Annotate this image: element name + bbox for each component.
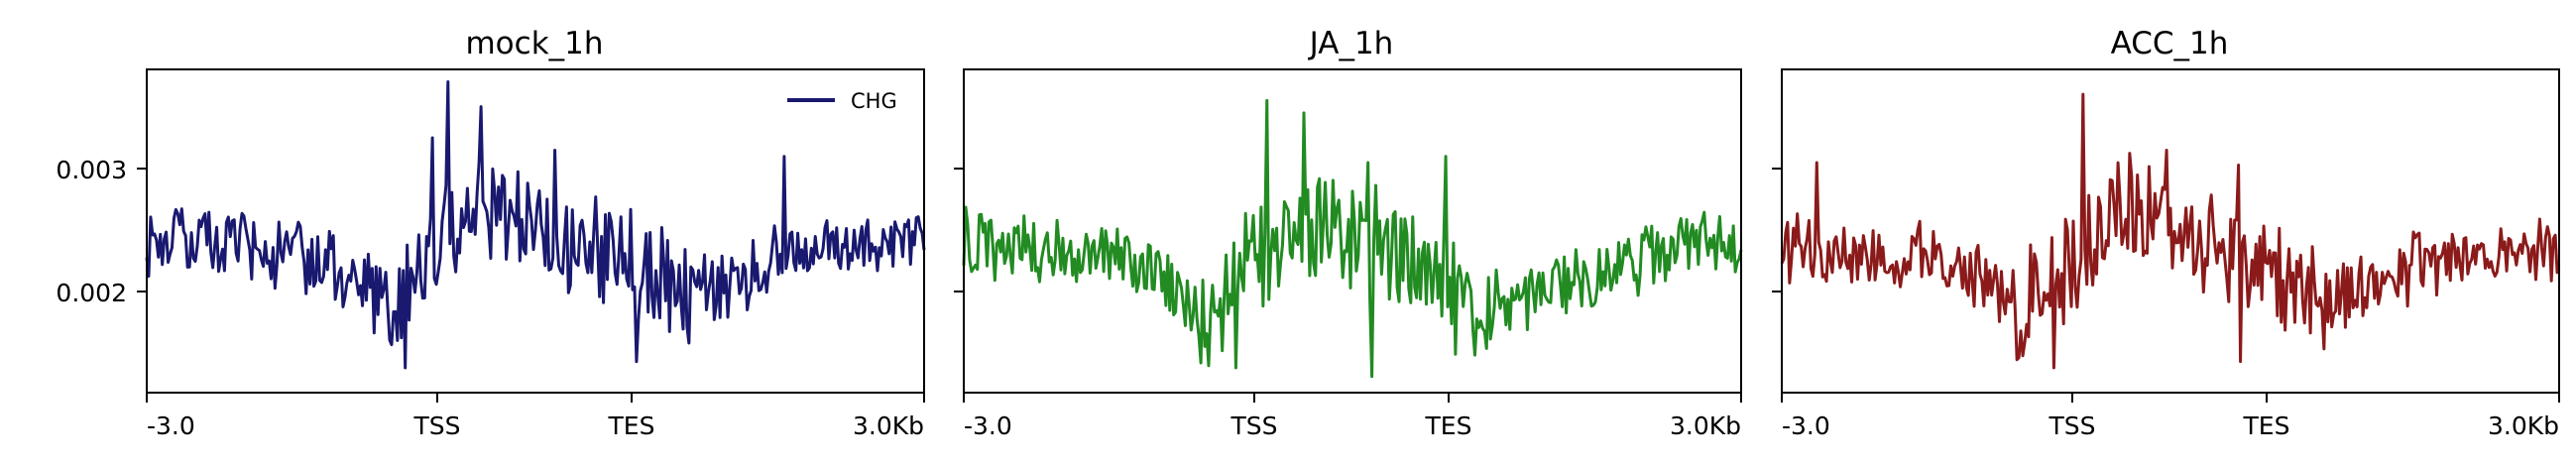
x-tick-label-tss: TSS <box>1229 411 1277 440</box>
series-line <box>962 98 1743 379</box>
series-line <box>1780 92 2561 370</box>
series-lines <box>1780 92 2561 370</box>
series-line-chg <box>145 80 926 370</box>
y-tick-label: 0.002 <box>56 279 127 307</box>
legend-label-chg: CHG <box>851 89 897 113</box>
plot-frame <box>146 68 925 394</box>
panel-title: ACC_1h <box>2111 26 2229 61</box>
plot-frame <box>1781 68 2560 394</box>
x-axis: -3.0 TSS TES 3.0Kb <box>1781 393 2560 440</box>
panel-title: JA_1h <box>1308 26 1394 61</box>
panel-title: mock_1h <box>465 26 603 61</box>
x-tick-label-tss: TSS <box>412 411 460 440</box>
series-lines <box>145 80 926 370</box>
y-tick-label: 0.003 <box>56 156 127 184</box>
x-axis: -3.0 TSS TES 3.0Kb <box>963 393 1742 440</box>
panel-acc-1h: ACC_1h -3.0 TSS TES 3.0Kb <box>1772 26 2561 440</box>
x-tick-label-end: 3.0Kb <box>2488 411 2559 440</box>
series-lines <box>962 98 1743 379</box>
x-tick-label-end: 3.0Kb <box>1670 411 1741 440</box>
panel-ja-1h: JA_1h -3.0 TSS TES 3.0Kb <box>954 26 1743 440</box>
x-tick-label-start: -3.0 <box>964 411 1012 440</box>
panel-mock-1h: mock_1h 0.003 0.002 -3.0 TSS TES 3.0Kb C… <box>56 26 926 440</box>
y-axis <box>1772 168 1782 292</box>
x-tick-label-start: -3.0 <box>147 411 195 440</box>
x-tick-label-end: 3.0Kb <box>853 411 924 440</box>
x-tick-label-tes: TES <box>2243 411 2290 440</box>
legend: CHG <box>787 89 897 113</box>
y-axis <box>954 168 964 292</box>
plot-frame <box>963 68 1742 394</box>
x-axis: -3.0 TSS TES 3.0Kb <box>146 393 925 440</box>
y-axis: 0.003 0.002 <box>56 156 147 307</box>
x-tick-label-tes: TES <box>1425 411 1472 440</box>
x-tick-label-tss: TSS <box>2048 411 2095 440</box>
x-tick-label-tes: TES <box>608 411 655 440</box>
x-tick-label-start: -3.0 <box>1782 411 1830 440</box>
